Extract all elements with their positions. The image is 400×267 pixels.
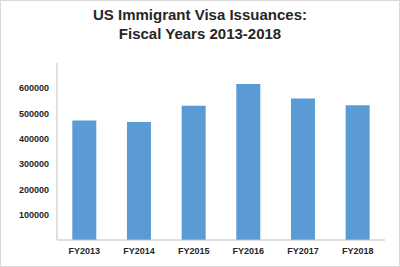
svg-text:500000: 500000	[19, 109, 49, 119]
svg-text:FY2016: FY2016	[233, 246, 265, 256]
svg-text:600000: 600000	[19, 83, 49, 93]
svg-text:FY2013: FY2013	[69, 246, 101, 256]
svg-text:100000: 100000	[19, 210, 49, 220]
svg-text:400000: 400000	[19, 134, 49, 144]
svg-text:FY2014: FY2014	[123, 246, 155, 256]
html-text:US Immigrant Visa Issuances:: US Immigrant Visa Issuances:	[93, 6, 307, 23]
svg-text:200000: 200000	[19, 185, 49, 195]
html-text:Fiscal Years 2013-2018: Fiscal Years 2013-2018	[118, 25, 282, 42]
svg-text:FY2015: FY2015	[178, 246, 210, 256]
svg-text:300000: 300000	[19, 159, 49, 169]
svg-text:FY2018: FY2018	[342, 246, 374, 256]
svg-text:FY2017: FY2017	[287, 246, 319, 256]
